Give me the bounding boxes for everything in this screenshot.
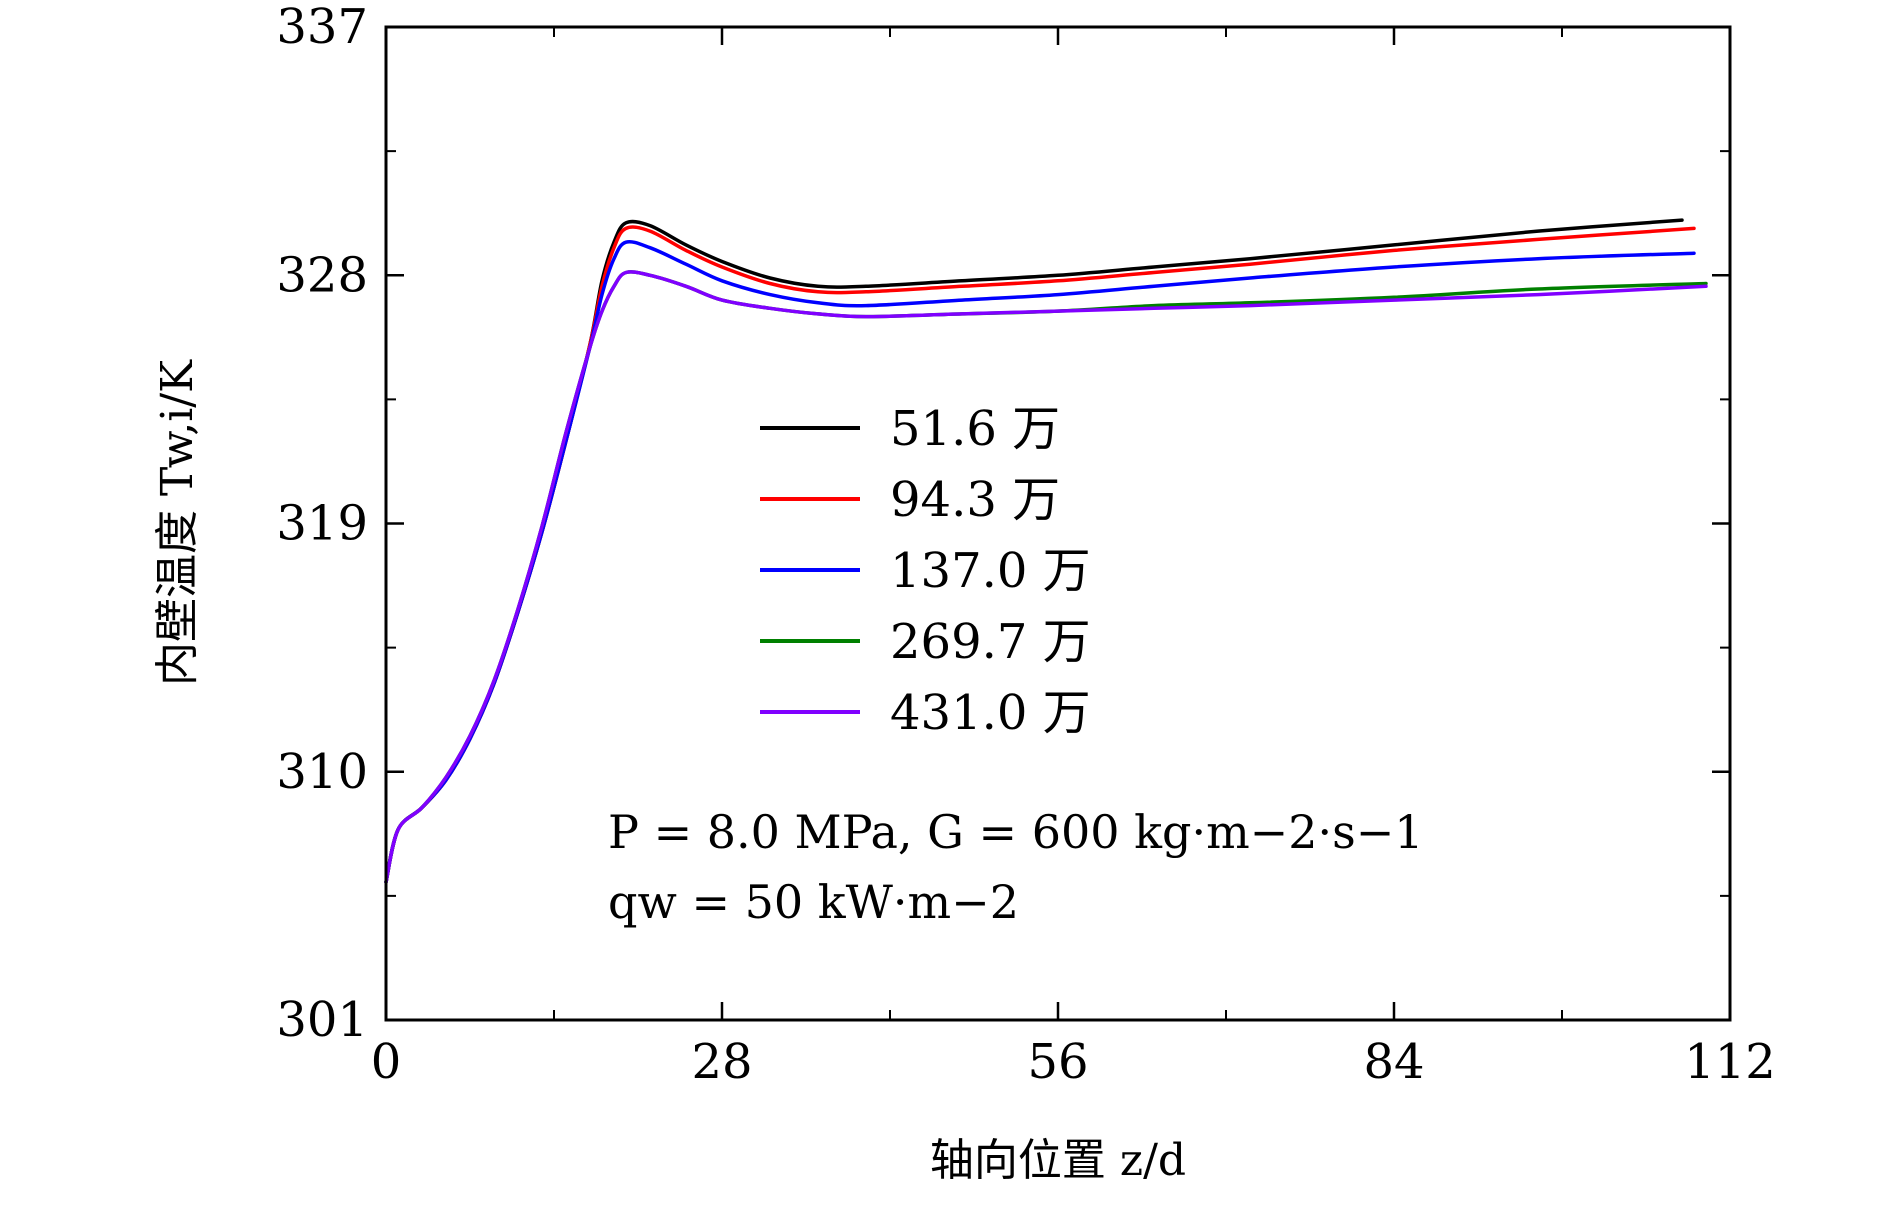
series-line-5 bbox=[384, 270, 1708, 884]
legend-label-1: 51.6 万 bbox=[890, 401, 1060, 457]
plot-frame bbox=[384, 25, 1732, 1022]
y-tick-label: 319 bbox=[276, 496, 368, 552]
legend-label-3: 137.0 万 bbox=[890, 543, 1091, 599]
legend-label-5: 431.0 万 bbox=[890, 685, 1091, 741]
y-tick-label: 328 bbox=[276, 247, 368, 303]
x-tick-label: 84 bbox=[1363, 1034, 1424, 1090]
legend: 51.6 万 94.3 万 137.0 万 269.7 万 431.0 万 bbox=[760, 401, 1091, 741]
legend-label-4: 269.7 万 bbox=[890, 614, 1091, 670]
x-tick-label: 0 bbox=[371, 1034, 402, 1090]
x-tick-label: 28 bbox=[691, 1034, 752, 1090]
y-tick-label: 310 bbox=[276, 744, 368, 800]
x-tick-label: 112 bbox=[1684, 1034, 1776, 1090]
series-lines bbox=[384, 218, 1708, 884]
y-tick-label: 301 bbox=[276, 992, 368, 1048]
y-axis-label: 内壁温度 Tw,i/K bbox=[152, 359, 203, 686]
tick-labels: 0 28 56 84 112 301 310 319 328 337 bbox=[276, 0, 1775, 1090]
annotation-line-2: qw = 50 kW·m−2 bbox=[608, 875, 1019, 929]
annotation-line-1: P = 8.0 MPa, G = 600 kg·m−2·s−1 bbox=[608, 805, 1424, 859]
legend-label-2: 94.3 万 bbox=[890, 472, 1060, 528]
x-axis-label: 轴向位置 z/d bbox=[930, 1135, 1186, 1186]
x-tick-label: 56 bbox=[1027, 1034, 1088, 1090]
y-tick-label: 337 bbox=[276, 0, 368, 55]
